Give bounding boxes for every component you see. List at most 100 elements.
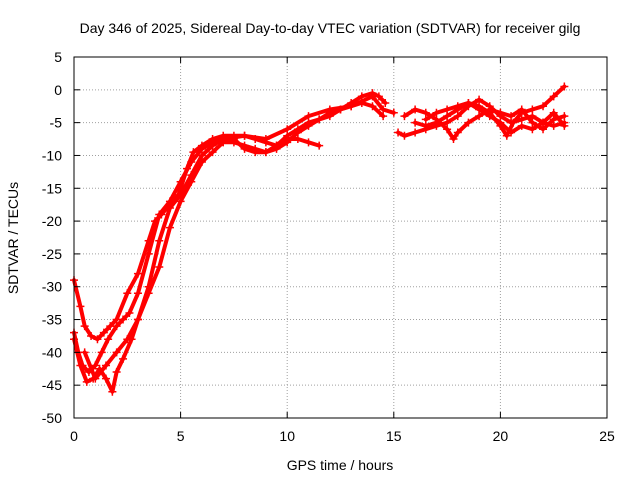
y-tick-label: -15 <box>42 180 62 196</box>
y-tick-label: 5 <box>54 49 62 65</box>
data-point-marker <box>144 289 153 298</box>
data-point-marker <box>443 125 452 134</box>
data-point-marker <box>315 141 324 150</box>
data-point-marker <box>261 135 270 144</box>
data-point-marker <box>104 335 113 344</box>
series-track-1 <box>70 89 390 344</box>
data-point-marker <box>240 141 249 150</box>
data-point-marker <box>357 98 366 107</box>
data-point-marker <box>539 102 548 111</box>
chart-title: Day 346 of 2025, Sidereal Day-to-day VTE… <box>80 20 581 36</box>
data-point-marker <box>509 118 518 127</box>
data-point-marker <box>507 128 516 137</box>
data-point-marker <box>453 102 462 111</box>
data-point-marker <box>549 108 558 117</box>
data-point-marker <box>189 148 198 157</box>
data-point-marker <box>453 128 462 137</box>
data-point-marker <box>272 144 281 153</box>
data-point-marker <box>517 121 526 130</box>
data-point-marker <box>464 98 473 107</box>
data-point-marker <box>187 158 196 167</box>
data-point-marker <box>91 374 100 383</box>
data-point-marker <box>155 236 164 245</box>
data-point-marker <box>240 131 249 140</box>
data-point-marker <box>325 108 334 117</box>
y-tick-label: -25 <box>42 246 62 262</box>
data-point-marker <box>389 108 398 117</box>
data-point-marker <box>176 197 185 206</box>
data-point-marker <box>93 335 102 344</box>
y-tick-label: -5 <box>50 115 63 131</box>
data-point-marker <box>560 121 569 130</box>
data-point-marker <box>432 118 441 127</box>
x-tick-label: 15 <box>386 428 402 444</box>
plot-frame <box>73 56 608 419</box>
data-point-marker <box>208 148 217 157</box>
data-point-marker <box>80 322 89 331</box>
data-point-marker <box>123 335 132 344</box>
data-point-marker <box>411 105 420 114</box>
data-point-marker <box>155 210 164 219</box>
data-point-marker <box>283 138 292 147</box>
data-point-marker <box>443 105 452 114</box>
data-point-marker <box>91 361 100 370</box>
data-point-marker <box>411 118 420 127</box>
data-point-marker <box>528 105 537 114</box>
grid <box>74 57 607 418</box>
data-point-marker <box>394 128 403 137</box>
data-point-marker <box>379 112 388 121</box>
data-point-marker <box>400 112 409 121</box>
x-tick-label: 0 <box>70 428 78 444</box>
x-tick-label: 10 <box>279 428 295 444</box>
data-point-marker <box>112 368 121 377</box>
data-point-marker <box>82 377 91 386</box>
data-point-marker <box>293 128 302 137</box>
series-track-5 <box>394 95 569 140</box>
data-point-marker <box>165 203 174 212</box>
data-point-marker <box>101 374 110 383</box>
data-point-marker <box>517 108 526 117</box>
series-track-8 <box>421 98 569 137</box>
data-point-marker <box>87 331 96 340</box>
x-axis-label: GPS time / hours <box>287 457 394 473</box>
data-point-marker <box>502 131 511 140</box>
data-point-marker <box>560 82 569 91</box>
data-point-marker <box>80 348 89 357</box>
data-point-marker <box>400 131 409 140</box>
data-point-marker <box>165 223 174 232</box>
data-point-marker <box>411 128 420 137</box>
data-point-marker <box>549 92 558 101</box>
y-tick-label: -35 <box>42 312 62 328</box>
axis-ticks: 0 5 10 15 20 25 5 0 -5 -10 -15 -20 -25 -30 -35 -40 -45 -5… <box>42 49 615 444</box>
data-point-marker <box>133 289 142 298</box>
series-trace <box>72 91 388 342</box>
data-point-marker <box>539 118 548 127</box>
data-point-marker <box>368 92 377 101</box>
data-point-marker <box>381 98 390 107</box>
data-point-marker <box>507 112 516 121</box>
x-tick-label: 20 <box>493 428 509 444</box>
data-point-marker <box>219 138 228 147</box>
data-point-marker <box>368 102 377 111</box>
data-point-marker <box>101 361 110 370</box>
data-point-marker <box>229 138 238 147</box>
series-trace <box>396 97 567 138</box>
data-point-marker <box>119 315 128 324</box>
x-tick-label: 25 <box>599 428 615 444</box>
data-point-marker <box>304 112 313 121</box>
data-point-marker <box>315 115 324 124</box>
y-tick-label: -50 <box>42 410 62 426</box>
data-point-marker <box>560 112 569 121</box>
y-axis-label: SDTVAR / TECUs <box>5 182 21 294</box>
data-point-marker <box>197 158 206 167</box>
series-track-4 <box>80 98 388 383</box>
y-tick-label: -20 <box>42 213 62 229</box>
data-point-marker <box>475 105 484 114</box>
data-point-marker <box>336 105 345 114</box>
data-point-marker <box>119 354 128 363</box>
data-point-marker <box>449 135 458 144</box>
data-point-marker <box>112 348 121 357</box>
data-point-marker <box>176 177 185 186</box>
data-point-marker <box>347 102 356 111</box>
